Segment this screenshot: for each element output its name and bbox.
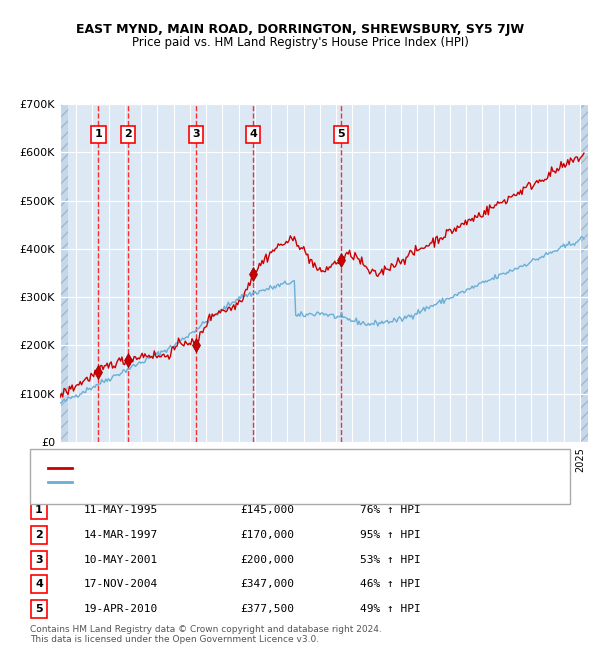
Text: 53% ↑ HPI: 53% ↑ HPI <box>360 554 421 565</box>
Text: HPI: Average price, detached house, Shropshire: HPI: Average price, detached house, Shro… <box>75 477 324 488</box>
Text: 4: 4 <box>249 129 257 139</box>
Text: Price paid vs. HM Land Registry's House Price Index (HPI): Price paid vs. HM Land Registry's House … <box>131 36 469 49</box>
Text: 76% ↑ HPI: 76% ↑ HPI <box>360 505 421 515</box>
Text: 4: 4 <box>35 579 43 590</box>
Text: 95% ↑ HPI: 95% ↑ HPI <box>360 530 421 540</box>
Text: 17-NOV-2004: 17-NOV-2004 <box>84 579 158 590</box>
Text: Contains HM Land Registry data © Crown copyright and database right 2024.: Contains HM Land Registry data © Crown c… <box>30 625 382 634</box>
Text: 3: 3 <box>35 554 43 565</box>
Text: £377,500: £377,500 <box>240 604 294 614</box>
Text: 14-MAR-1997: 14-MAR-1997 <box>84 530 158 540</box>
Text: 3: 3 <box>192 129 200 139</box>
Text: This data is licensed under the Open Government Licence v3.0.: This data is licensed under the Open Gov… <box>30 634 319 644</box>
Text: 1: 1 <box>94 129 102 139</box>
Text: 19-APR-2010: 19-APR-2010 <box>84 604 158 614</box>
Text: 46% ↑ HPI: 46% ↑ HPI <box>360 579 421 590</box>
Text: EAST MYND, MAIN ROAD, DORRINGTON, SHREWSBURY, SY5 7JW: EAST MYND, MAIN ROAD, DORRINGTON, SHREWS… <box>76 23 524 36</box>
Text: £200,000: £200,000 <box>240 554 294 565</box>
Text: 5: 5 <box>35 604 43 614</box>
Text: EAST MYND, MAIN ROAD, DORRINGTON, SHREWSBURY, SY5 7JW (detached house): EAST MYND, MAIN ROAD, DORRINGTON, SHREWS… <box>75 463 503 473</box>
Text: 2: 2 <box>124 129 132 139</box>
Text: 11-MAY-1995: 11-MAY-1995 <box>84 505 158 515</box>
Text: 5: 5 <box>337 129 345 139</box>
Text: £347,000: £347,000 <box>240 579 294 590</box>
Text: £145,000: £145,000 <box>240 505 294 515</box>
Text: 49% ↑ HPI: 49% ↑ HPI <box>360 604 421 614</box>
Text: 1: 1 <box>35 505 43 515</box>
Text: £170,000: £170,000 <box>240 530 294 540</box>
Text: 10-MAY-2001: 10-MAY-2001 <box>84 554 158 565</box>
Text: 2: 2 <box>35 530 43 540</box>
